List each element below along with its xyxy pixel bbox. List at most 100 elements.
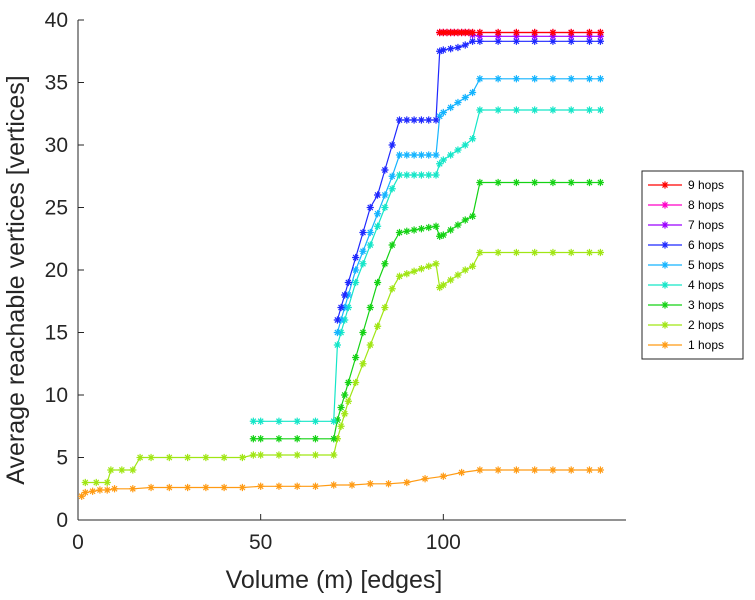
data-point-9-hops [494, 28, 502, 37]
data-point-2-hops [129, 466, 137, 474]
data-point-4-hops [359, 260, 367, 268]
data-point-4-hops [585, 106, 594, 114]
data-point-4-hops [468, 135, 477, 143]
y-axis-label: Average reachable vertices [vertices] [2, 75, 30, 484]
data-point-1-hops [103, 486, 111, 494]
data-point-2-hops [436, 283, 444, 292]
data-point-2-hops [381, 303, 389, 312]
data-point-6-hops [341, 291, 349, 299]
data-point-2-hops [366, 341, 374, 349]
data-point-2-hops [468, 262, 477, 270]
data-point-7-hops [494, 32, 502, 40]
data-point-6-hops [333, 316, 341, 324]
data-point-4-hops [567, 106, 575, 114]
data-point-4-hops [410, 171, 418, 179]
data-point-2-hops [352, 378, 360, 387]
data-point-3-hops [585, 178, 594, 187]
y-tick-label: 15 [45, 322, 68, 345]
data-point-4-hops [344, 303, 352, 312]
data-point-2-hops [165, 453, 173, 462]
data-point-3-hops [454, 221, 462, 229]
data-point-2-hops [136, 453, 144, 462]
series-2-hops [81, 248, 605, 487]
data-point-2-hops [107, 466, 115, 474]
data-point-9-hops [436, 28, 444, 37]
data-point-2-hops [359, 360, 367, 368]
legend-item-5-hops: 5 hops [648, 258, 724, 272]
legend-item-9-hops: 9 hops [648, 178, 724, 192]
data-point-4-hops [512, 106, 520, 114]
data-point-1-hops [129, 485, 137, 493]
data-point-5-hops [585, 75, 594, 83]
data-point-9-hops [567, 28, 575, 37]
data-point-3-hops [425, 223, 433, 232]
data-point-9-hops [439, 28, 447, 37]
legend-item-8-hops: 8 hops [648, 198, 724, 212]
legend-item-1-hops: 1 hops [648, 338, 724, 352]
data-point-5-hops [461, 93, 469, 102]
data-point-3-hops [432, 222, 440, 230]
data-point-6-hops [468, 37, 477, 45]
data-point-3-hops [352, 353, 360, 362]
legend-item-7-hops: 7 hops [648, 218, 724, 232]
data-point-3-hops [333, 416, 341, 424]
data-point-2-hops [275, 451, 283, 459]
data-point-3-hops [596, 178, 605, 187]
data-point-5-hops [337, 316, 345, 324]
data-point-4-hops [436, 160, 444, 168]
series-9-hops [436, 28, 605, 37]
data-point-7-hops [512, 32, 520, 40]
data-point-2-hops [373, 322, 382, 330]
data-point-6-hops [388, 141, 396, 149]
data-point-5-hops [494, 75, 502, 83]
data-point-4-hops [381, 203, 389, 212]
data-point-3-hops [461, 216, 469, 224]
series-line-2-hops [85, 251, 601, 484]
data-point-2-hops [454, 271, 462, 279]
data-point-1-hops [585, 466, 594, 474]
data-point-2-hops [103, 478, 111, 487]
data-point-6-hops [432, 116, 440, 124]
data-point-6-hops [476, 37, 484, 45]
data-point-2-hops [92, 478, 100, 487]
data-point-5-hops [395, 151, 404, 159]
data-point-1-hops [220, 483, 228, 492]
data-point-3-hops [395, 228, 404, 237]
legend-label: 8 hops [688, 198, 724, 212]
legend-label: 7 hops [688, 218, 724, 232]
data-point-1-hops [275, 482, 283, 490]
data-point-9-hops [512, 28, 520, 37]
data-point-2-hops [220, 453, 228, 462]
data-point-1-hops [293, 482, 301, 490]
legend-swatch-marker [661, 281, 669, 289]
data-point-9-hops [461, 28, 469, 37]
y-tick-label: 0 [56, 509, 68, 532]
legend-label: 5 hops [688, 258, 724, 272]
data-point-6-hops [436, 47, 444, 55]
data-point-2-hops [531, 248, 539, 257]
data-point-3-hops [567, 178, 575, 187]
legend-item-6-hops: 6 hops [648, 238, 724, 252]
data-point-4-hops [454, 146, 462, 154]
data-point-1-hops [567, 466, 575, 474]
y-tick-label: 30 [45, 134, 68, 157]
data-point-5-hops [373, 210, 382, 218]
data-point-3-hops [512, 178, 520, 187]
series-6-hops [333, 37, 605, 324]
data-point-2-hops [403, 270, 411, 278]
data-point-2-hops [293, 451, 301, 459]
data-point-7-hops [476, 32, 484, 40]
data-point-1-hops [531, 466, 539, 474]
data-point-9-hops [450, 28, 458, 37]
x-tick-label: 0 [72, 531, 84, 554]
data-point-1-hops [330, 481, 338, 489]
data-point-1-hops [596, 466, 605, 474]
data-point-2-hops [311, 451, 320, 459]
data-point-4-hops [447, 151, 455, 159]
data-point-4-hops [476, 106, 484, 114]
data-point-2-hops [596, 248, 605, 257]
x-tick-label: 50 [249, 531, 272, 554]
axes: 0 5 10 15 20 25 30 35 40 0 50 100 [45, 9, 626, 554]
data-point-4-hops [341, 316, 349, 324]
